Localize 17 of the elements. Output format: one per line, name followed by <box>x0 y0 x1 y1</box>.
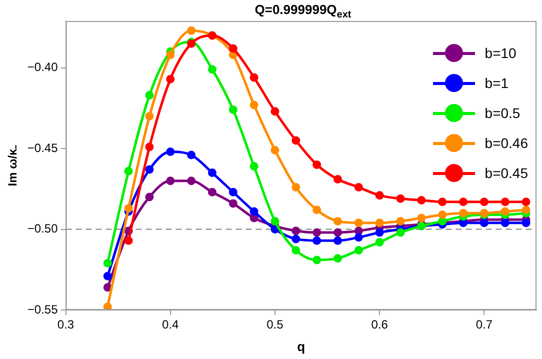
x-tick-label: 0.3 <box>57 318 74 332</box>
legend-label: b=0.5 <box>484 105 520 121</box>
y-axis-title: Im ω/κ₋ <box>6 144 20 186</box>
y-tick-label: −0.55 <box>27 302 58 316</box>
x-tick-label: 0.6 <box>371 318 388 332</box>
legend-label: b=0.46 <box>484 135 528 151</box>
x-axis-title: q <box>297 338 306 354</box>
legend-label: b=10 <box>484 45 516 61</box>
y-tick-label: −0.45 <box>27 140 58 155</box>
x-tick-label: 0.5 <box>266 318 284 332</box>
y-tick-label: −0.40 <box>27 60 58 74</box>
y-tick-label: −0.50 <box>27 222 58 236</box>
legend-label: b=0.45 <box>484 165 528 181</box>
legend-label: b=1 <box>484 75 509 91</box>
x-tick-label: 0.7 <box>476 318 493 332</box>
chart-title: Q=0.999999Q$_{ext}$ <box>254 2 352 21</box>
x-tick-label: 0.4 <box>162 318 180 332</box>
